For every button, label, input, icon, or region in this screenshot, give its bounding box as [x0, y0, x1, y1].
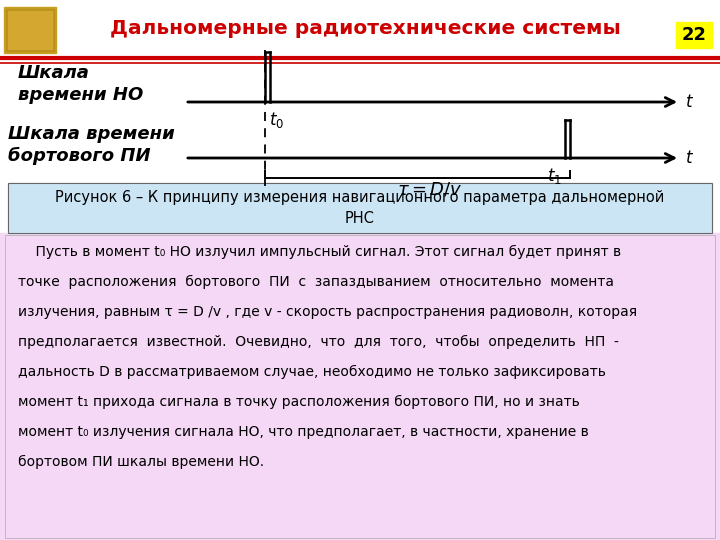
Text: момент t₁ прихода сигнала в точку расположения бортового ПИ, но и знать: момент t₁ прихода сигнала в точку распол… — [18, 395, 580, 409]
Text: точке  расположения  бортового  ПИ  с  запаздыванием  относительно  момента: точке расположения бортового ПИ с запазд… — [18, 275, 614, 289]
Text: Пусть в момент t₀ НО излучил импульсный сигнал. Этот сигнал будет принят в: Пусть в момент t₀ НО излучил импульсный … — [18, 245, 621, 259]
Bar — [0, 0, 720, 58]
Text: бортовом ПИ шкалы времени НО.: бортовом ПИ шкалы времени НО. — [18, 455, 264, 469]
Bar — [6, 9, 54, 51]
Bar — [676, 22, 712, 48]
Bar — [0, 233, 720, 540]
Bar — [8, 183, 712, 233]
Bar — [5, 235, 715, 538]
Text: предполагается  известной.  Очевидно,  что  для  того,  чтобы  определить  НП  -: предполагается известной. Очевидно, что … — [18, 335, 619, 349]
Text: Рисунок 6 – К принципу измерения навигационного параметра дальномерной
РНС: Рисунок 6 – К принципу измерения навигац… — [55, 190, 665, 226]
Text: $t_0$: $t_0$ — [269, 110, 284, 130]
Text: $\tau = D/v$: $\tau = D/v$ — [397, 181, 463, 199]
Bar — [8, 183, 712, 233]
Text: Шкала времени
бортового ПИ: Шкала времени бортового ПИ — [8, 125, 175, 165]
Text: Дальномерные радиотехнические системы: Дальномерные радиотехнические системы — [109, 19, 621, 38]
Text: дальность D в рассматриваемом случае, необходимо не только зафиксировать: дальность D в рассматриваемом случае, не… — [18, 365, 606, 379]
Text: Шкала
времени НО: Шкала времени НО — [18, 64, 143, 104]
Bar — [0, 60, 720, 230]
Text: $t$: $t$ — [685, 93, 694, 111]
Text: $t$: $t$ — [685, 149, 694, 167]
Text: 22: 22 — [682, 26, 706, 44]
Bar — [8, 11, 52, 49]
Text: $t_1$: $t_1$ — [547, 166, 562, 186]
Text: момент t₀ излучения сигнала НО, что предполагает, в частности, хранение в: момент t₀ излучения сигнала НО, что пред… — [18, 425, 589, 439]
Bar — [4, 7, 56, 53]
Text: излучения, равным τ = D /v , где v - скорость распространения радиоволн, которая: излучения, равным τ = D /v , где v - ско… — [18, 305, 637, 319]
